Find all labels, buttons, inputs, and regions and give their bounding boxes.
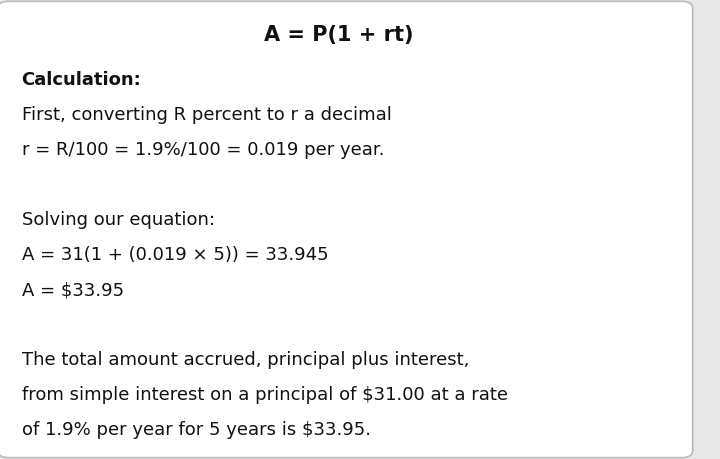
Text: A = $33.95: A = $33.95 (22, 280, 124, 298)
Text: of 1.9% per year for 5 years is $33.95.: of 1.9% per year for 5 years is $33.95. (22, 420, 371, 438)
Text: A = 31(1 + (0.019 × 5)) = 33.945: A = 31(1 + (0.019 × 5)) = 33.945 (22, 246, 328, 263)
FancyBboxPatch shape (0, 2, 693, 458)
Text: The total amount accrued, principal plus interest,: The total amount accrued, principal plus… (22, 350, 469, 368)
Text: r = R/100 = 1.9%/100 = 0.019 per year.: r = R/100 = 1.9%/100 = 0.019 per year. (22, 141, 384, 159)
Text: from simple interest on a principal of $31.00 at a rate: from simple interest on a principal of $… (22, 385, 508, 403)
Text: First, converting R percent to r a decimal: First, converting R percent to r a decim… (22, 106, 392, 124)
Text: Solving our equation:: Solving our equation: (22, 211, 215, 229)
Text: A = P(1 + rt): A = P(1 + rt) (264, 25, 413, 45)
Text: Calculation:: Calculation: (22, 71, 141, 89)
